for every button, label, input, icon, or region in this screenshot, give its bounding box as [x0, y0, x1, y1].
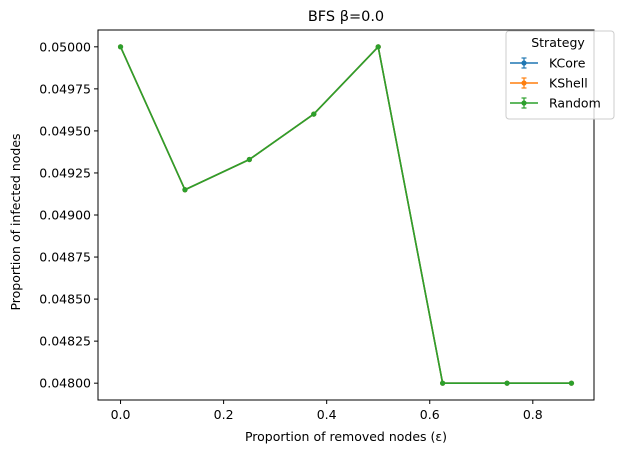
legend-item-kshell: KShell [510, 76, 588, 91]
legend-marker [521, 80, 527, 86]
x-tick-label: 0.0 [111, 407, 131, 422]
series-line-kshell [119, 46, 572, 384]
x-tick-label: 0.4 [317, 407, 337, 422]
legend-label-kshell: KShell [549, 76, 588, 91]
data-point-random [311, 111, 317, 117]
y-tick-label: 0.04850 [39, 292, 91, 307]
legend-item-kcore: KCore [510, 56, 586, 71]
legend-label-kcore: KCore [549, 56, 586, 71]
y-tick-label: 0.04950 [39, 123, 91, 138]
x-tick-label: 0.2 [214, 407, 234, 422]
y-tick-label: 0.04925 [39, 165, 91, 180]
data-point-random [568, 380, 575, 386]
legend-frame [505, 30, 615, 120]
chart-title: BFS β=0.0 [308, 9, 384, 25]
legend-items: KCore KShell Random [510, 56, 601, 111]
x-tick-label: 0.6 [420, 407, 440, 422]
data-point-random [117, 44, 124, 50]
x-tick-label: 0.8 [523, 407, 543, 422]
y-tick-label: 0.04800 [39, 376, 91, 391]
legend-item-random: Random [510, 96, 601, 111]
x-axis-label: Proportion of removed nodes (ε) [245, 429, 447, 444]
legend-marker [521, 100, 527, 106]
y-axis-label: Proportion of infected nodes [8, 133, 23, 310]
y-tick-label: 0.04825 [39, 334, 91, 349]
data-point-random [504, 380, 510, 386]
data-point-random [182, 187, 188, 193]
axes: 0.0 0.2 0.4 0.6 0.8 0.04800 0.04825 0.04850 0.04… [39, 29, 595, 422]
series-line-kcore [119, 46, 572, 384]
data-point-random [375, 44, 381, 50]
legend-marker [521, 60, 527, 66]
series-layer [117, 44, 575, 386]
y-tick-label: 0.04900 [39, 208, 91, 223]
legend: Strategy KCore KShell Random [505, 30, 615, 120]
legend-label-random: Random [549, 96, 601, 111]
y-tick-label: 0.05000 [39, 39, 91, 54]
series-line-random [119, 46, 572, 384]
y-tick-label: 0.04975 [39, 81, 91, 96]
data-point-random [246, 156, 252, 163]
legend-title: Strategy [531, 35, 585, 50]
series-random [117, 44, 575, 386]
y-tick-label: 0.04875 [39, 250, 91, 265]
data-point-random [440, 380, 446, 386]
